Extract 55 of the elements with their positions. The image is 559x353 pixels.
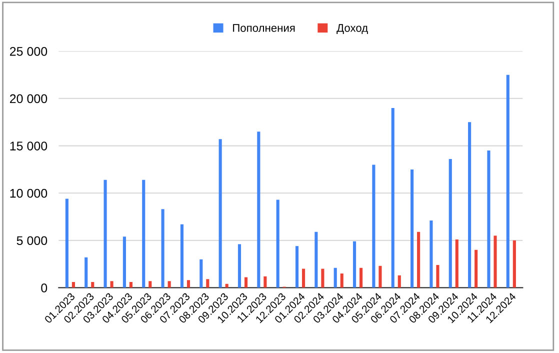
bar bbox=[129, 282, 133, 288]
bar bbox=[148, 281, 152, 288]
y-tick-label: 5 000 bbox=[16, 236, 48, 246]
bar bbox=[352, 241, 356, 288]
bar bbox=[391, 108, 394, 288]
bar bbox=[378, 266, 382, 288]
y-tick-label: 10 000 bbox=[10, 188, 48, 198]
bar bbox=[142, 180, 146, 288]
bar bbox=[494, 236, 497, 288]
bar bbox=[448, 159, 452, 288]
bar bbox=[398, 275, 401, 288]
bar bbox=[244, 277, 248, 288]
y-tick-label: 0 bbox=[41, 283, 48, 292]
bar bbox=[455, 239, 458, 288]
bar bbox=[506, 74, 510, 288]
y-tick-label: 25 000 bbox=[10, 46, 48, 56]
bar bbox=[180, 224, 184, 288]
bar bbox=[410, 169, 414, 288]
y-tick-label: 20 000 bbox=[10, 94, 48, 104]
legend-label: Пополнения bbox=[233, 24, 295, 32]
legend-label: Доход bbox=[336, 24, 368, 34]
bar bbox=[276, 200, 280, 288]
bar bbox=[334, 268, 337, 288]
bar bbox=[225, 284, 228, 288]
bar bbox=[321, 268, 324, 288]
bar bbox=[372, 164, 376, 288]
bar bbox=[295, 246, 299, 288]
bar bbox=[122, 236, 126, 288]
bar bbox=[314, 232, 318, 288]
bar bbox=[257, 132, 260, 288]
bar bbox=[302, 268, 306, 288]
bar bbox=[474, 250, 478, 288]
bar bbox=[161, 209, 164, 288]
bar bbox=[468, 122, 472, 288]
y-tick-label: 15 000 bbox=[10, 142, 48, 150]
bar bbox=[84, 257, 88, 288]
bar bbox=[487, 150, 490, 288]
bar bbox=[186, 280, 190, 288]
bar bbox=[417, 232, 420, 288]
bar bbox=[72, 282, 75, 288]
bar bbox=[200, 259, 203, 288]
bar bbox=[110, 281, 114, 288]
bar bbox=[168, 281, 171, 288]
bar bbox=[206, 279, 210, 288]
bar bbox=[238, 244, 242, 288]
bar bbox=[512, 240, 516, 288]
bar bbox=[430, 220, 433, 288]
bar bbox=[264, 276, 267, 288]
bar bbox=[360, 268, 363, 288]
bar bbox=[340, 274, 344, 288]
bar bbox=[65, 198, 68, 288]
bar bbox=[436, 264, 440, 288]
bar bbox=[91, 282, 94, 288]
bar bbox=[218, 139, 222, 288]
bar bbox=[104, 180, 107, 288]
